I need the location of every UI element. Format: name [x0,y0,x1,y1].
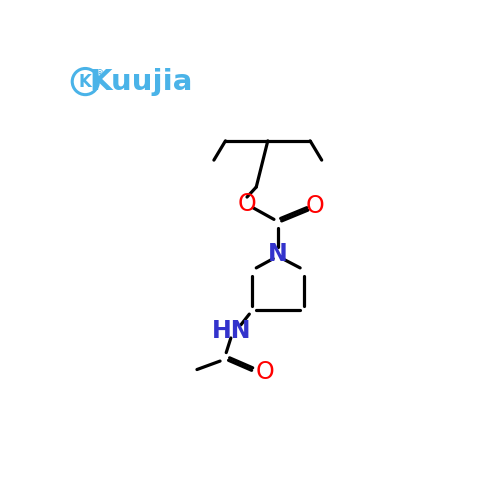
Text: ®: ® [94,69,104,79]
Text: O: O [238,192,256,216]
Text: HN: HN [212,319,252,343]
Text: K: K [79,72,92,90]
Text: O: O [256,360,274,384]
Text: N: N [268,242,287,266]
Text: Kuujia: Kuujia [89,68,192,96]
Text: O: O [306,194,324,218]
